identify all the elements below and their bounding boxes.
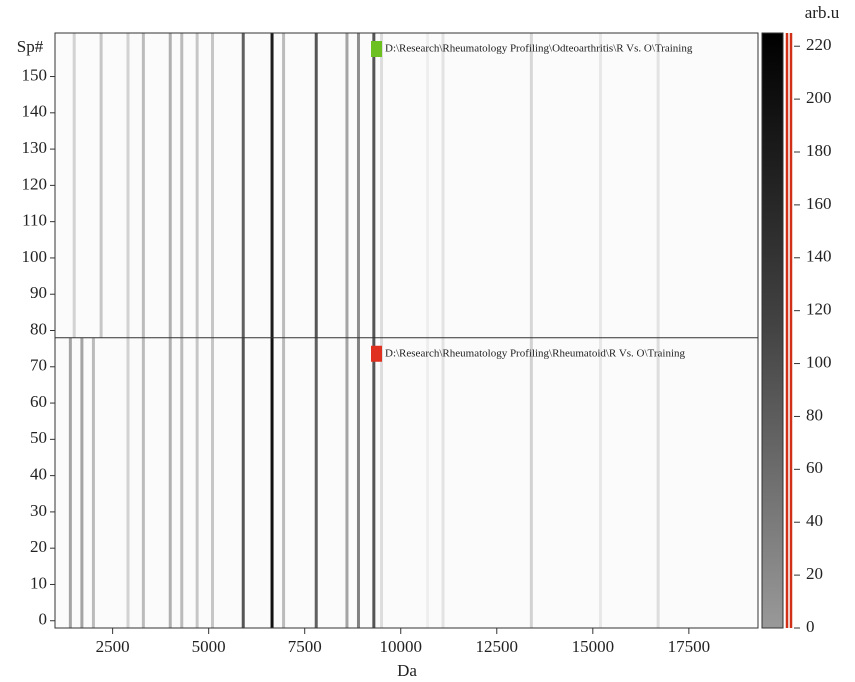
colorbar-tick-label: 140 xyxy=(806,247,832,266)
peak-band xyxy=(345,33,349,338)
colorbar-tick-label: 20 xyxy=(806,564,823,583)
peak-band xyxy=(141,33,145,338)
colorbar-tick-label: 0 xyxy=(806,617,815,636)
y-tick-label: 110 xyxy=(22,211,47,230)
y-tick-label: 70 xyxy=(30,356,47,375)
peak-band xyxy=(211,337,215,628)
peak-band xyxy=(168,33,172,338)
peak-band xyxy=(195,337,199,628)
peak-band xyxy=(356,337,360,628)
x-tick-label: 15000 xyxy=(572,637,615,656)
peak-band xyxy=(141,337,145,628)
peak-band xyxy=(529,33,533,338)
y-tick-label: 100 xyxy=(22,247,48,266)
peak-band xyxy=(282,33,286,338)
y-tick-label: 30 xyxy=(30,501,47,520)
legend-swatch xyxy=(371,41,382,57)
peak-band xyxy=(241,337,245,628)
y-tick-label: 140 xyxy=(22,102,48,121)
peak-band xyxy=(180,337,184,628)
legend-swatch xyxy=(371,345,382,362)
peak-band xyxy=(380,337,384,628)
peak-band xyxy=(380,33,384,338)
x-tick-label: 17500 xyxy=(668,637,711,656)
colorbar-tick-label: 160 xyxy=(806,194,832,213)
peak-band xyxy=(195,33,199,338)
peak-band xyxy=(126,337,130,628)
colorbar-tick-label: 180 xyxy=(806,141,832,160)
peak-band xyxy=(656,337,660,628)
peak-band xyxy=(529,337,533,628)
peak-band xyxy=(314,33,318,338)
colorbar-tick-label: 200 xyxy=(806,88,832,107)
peak-band xyxy=(99,33,103,338)
y-tick-label: 120 xyxy=(22,174,48,193)
legend-label: D:\Research\Rheumatology Profiling\Rheum… xyxy=(385,347,686,359)
y-tick-label: 20 xyxy=(30,537,47,556)
y-tick-label: 90 xyxy=(30,283,47,302)
peak-band xyxy=(656,33,660,338)
y-tick-label: 150 xyxy=(22,65,48,84)
peak-band xyxy=(282,337,286,628)
x-tick-label: 5000 xyxy=(192,637,226,656)
peak-band xyxy=(314,337,318,628)
colorbar-tick-label: 220 xyxy=(806,35,832,54)
x-tick-label: 2500 xyxy=(96,637,130,656)
colorbar xyxy=(761,32,784,629)
peak-band xyxy=(426,33,430,338)
peak-band xyxy=(168,337,172,628)
y-axis-label: Sp# xyxy=(17,37,44,56)
peak-band xyxy=(345,337,349,628)
x-axis-label: Da xyxy=(397,661,417,680)
peak-band xyxy=(68,337,72,628)
peak-band xyxy=(72,33,76,338)
peak-band xyxy=(356,33,360,338)
lane-group xyxy=(55,337,758,628)
peak-band xyxy=(426,337,430,628)
peak-band xyxy=(211,33,215,338)
peak-band xyxy=(270,33,274,338)
y-tick-label: 80 xyxy=(30,319,47,338)
peak-band xyxy=(91,337,95,628)
colorbar-label: arb.u xyxy=(805,3,840,22)
lane-group xyxy=(55,33,758,338)
colorbar-tick-label: 80 xyxy=(806,405,823,424)
y-tick-label: 10 xyxy=(30,573,47,592)
peak-band xyxy=(441,33,445,338)
x-tick-label: 12500 xyxy=(476,637,519,656)
colorbar-tick-label: 60 xyxy=(806,458,823,477)
peak-band xyxy=(441,337,445,628)
y-tick-label: 40 xyxy=(30,465,47,484)
peak-band xyxy=(270,337,274,628)
x-tick-label: 10000 xyxy=(379,637,422,656)
x-tick-label: 7500 xyxy=(288,637,322,656)
peak-band xyxy=(80,337,84,628)
y-tick-label: 50 xyxy=(30,428,47,447)
y-tick-label: 130 xyxy=(22,138,48,157)
colorbar-tick-label: 120 xyxy=(806,300,832,319)
colorbar-tick-label: 100 xyxy=(806,352,832,371)
peak-band xyxy=(372,337,376,628)
peak-band xyxy=(126,33,130,338)
peak-band xyxy=(598,337,602,628)
legend-label: D:\Research\Rheumatology Profiling\Odteo… xyxy=(385,43,693,55)
peak-band xyxy=(241,33,245,338)
peak-band xyxy=(372,33,376,338)
y-tick-label: 60 xyxy=(30,392,47,411)
peak-band xyxy=(180,33,184,338)
y-tick-label: 0 xyxy=(39,610,48,629)
colorbar-tick-label: 40 xyxy=(806,511,823,530)
peak-band xyxy=(598,33,602,338)
